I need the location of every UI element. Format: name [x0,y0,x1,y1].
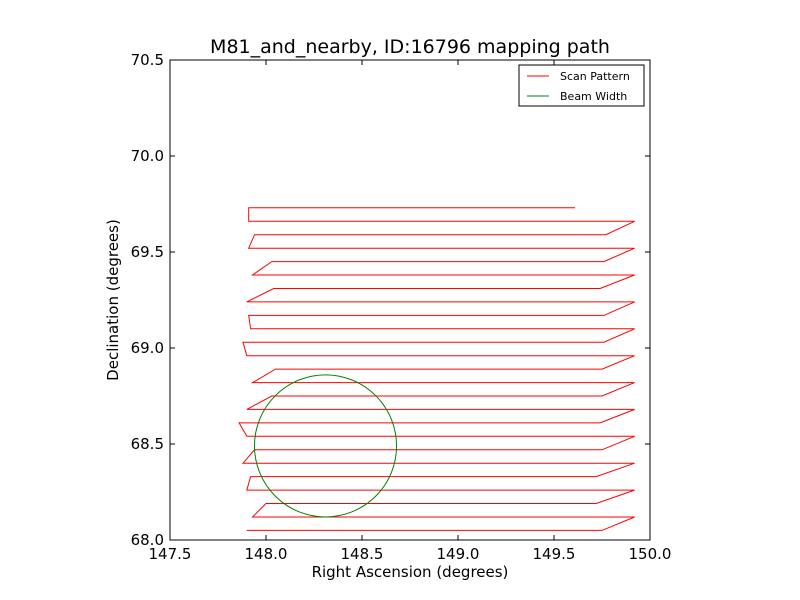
y-tick-label: 69.0 [131,339,164,357]
y-tick-label: 68.5 [131,435,164,453]
x-tick-label: 149.0 [437,545,480,563]
x-tick-label: 148.5 [341,545,384,563]
scan-pattern-line [238,207,635,531]
y-tick-label: 70.5 [131,51,164,69]
beam-width-circle [253,374,398,518]
x-tick-label: 149.5 [533,545,576,563]
legend: Scan Pattern Beam Width [518,64,645,107]
chart-title: M81_and_nearby, ID:16796 mapping path [210,36,610,58]
x-tick-label: 150.0 [629,545,672,563]
legend-label-beam-width: Beam Width [560,90,627,103]
x-tick-label: 148.0 [245,545,288,563]
y-tick-label: 69.5 [131,243,164,261]
series-layer [238,207,635,531]
legend-frame [518,64,645,107]
y-tick-label: 70.0 [131,147,164,165]
x-axis-label: Right Ascension (degrees) [312,563,509,581]
plot-area: 147.5 148.0 148.5 149.0 149.5 150.0 68.0 68.5 69… [131,51,672,563]
legend-label-scan-pattern: Scan Pattern [560,70,630,83]
plot-frame [169,59,651,541]
y-axis-label: Declination (degrees) [104,219,122,381]
tick-layer: 147.5 148.0 148.5 149.0 149.5 150.0 68.0 68.5 69… [131,51,672,563]
y-tick-label: 68.0 [131,531,164,549]
x-tick-label: 147.5 [149,545,192,563]
